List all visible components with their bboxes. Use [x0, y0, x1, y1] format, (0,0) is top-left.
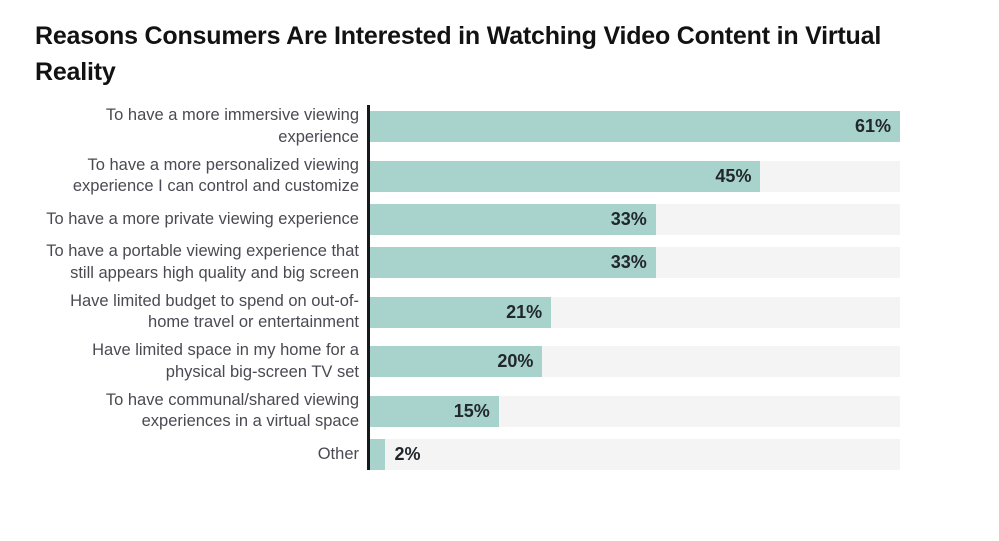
bar-row: To have a more personalized viewing expe… — [35, 155, 900, 199]
bar: 61% — [368, 111, 900, 143]
value-label: 21% — [506, 301, 543, 322]
category-label: Have limited budget to spend on out-of-h… — [70, 291, 359, 332]
bar-track: 2% — [368, 439, 900, 471]
bar-row: To have a more immersive viewing experie… — [35, 105, 900, 149]
bar-row: Have limited space in my home for a phys… — [35, 340, 900, 384]
bar-track: 33% — [368, 204, 900, 236]
bar-row: Other 2% — [35, 439, 900, 471]
bar: 20% — [368, 346, 543, 378]
y-axis-line — [367, 105, 370, 471]
bar: 33% — [368, 204, 656, 236]
bar-track: 21% — [368, 296, 900, 328]
bar-row: To have a more private viewing experienc… — [35, 204, 900, 236]
bar-row: To have communal/shared viewing experien… — [35, 390, 900, 434]
value-label: 33% — [610, 252, 647, 273]
bar-rows: To have a more immersive viewing experie… — [35, 105, 900, 471]
bar-chart: To have a more immersive viewing experie… — [35, 105, 900, 471]
category-label: To have a portable viewing experience th… — [46, 242, 359, 282]
category-label: To have a more private viewing experienc… — [46, 209, 359, 228]
bar: 15% — [368, 395, 499, 427]
bar-track: 20% — [368, 346, 900, 378]
bar: 2% — [368, 439, 420, 471]
bar-row: Have limited budget to spend on out-of-h… — [35, 291, 900, 335]
bar-track: 15% — [368, 395, 900, 427]
category-label: Have limited space in my home for a phys… — [92, 341, 359, 381]
chart-title: Reasons Consumers Are Interested in Watc… — [35, 22, 882, 86]
value-label: 20% — [497, 351, 534, 372]
value-label: 45% — [715, 165, 752, 186]
category-label: To have a more personalized viewing expe… — [72, 155, 359, 196]
value-label: 61% — [854, 116, 891, 137]
bar-track: 45% — [368, 160, 900, 192]
bar-track: 61% — [368, 111, 900, 143]
value-label: 15% — [453, 400, 490, 421]
category-label: To have communal/shared viewing experien… — [105, 390, 359, 431]
bar: 33% — [368, 247, 656, 279]
value-label: 2% — [394, 444, 421, 465]
chart-canvas: Reasons Consumers Are Interested in Watc… — [0, 18, 999, 541]
bar-row: To have a portable viewing experience th… — [35, 241, 900, 285]
bar: 21% — [368, 296, 552, 328]
value-label: 33% — [610, 209, 647, 230]
bar: 45% — [368, 160, 761, 192]
category-label: To have a more immersive viewing experie… — [105, 106, 359, 146]
bar-track: 33% — [368, 247, 900, 279]
category-label: Other — [317, 444, 359, 463]
